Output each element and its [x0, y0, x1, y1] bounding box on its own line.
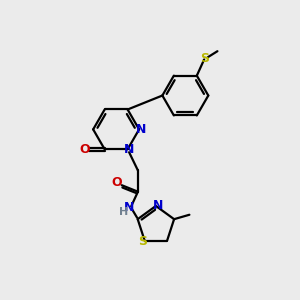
Text: N: N [153, 199, 164, 212]
Text: O: O [111, 176, 122, 189]
Text: N: N [135, 123, 146, 136]
Text: S: S [200, 52, 209, 65]
Text: H: H [118, 207, 128, 217]
Text: N: N [124, 201, 134, 214]
Text: N: N [124, 143, 134, 156]
Text: S: S [138, 235, 147, 248]
Text: O: O [79, 143, 90, 156]
